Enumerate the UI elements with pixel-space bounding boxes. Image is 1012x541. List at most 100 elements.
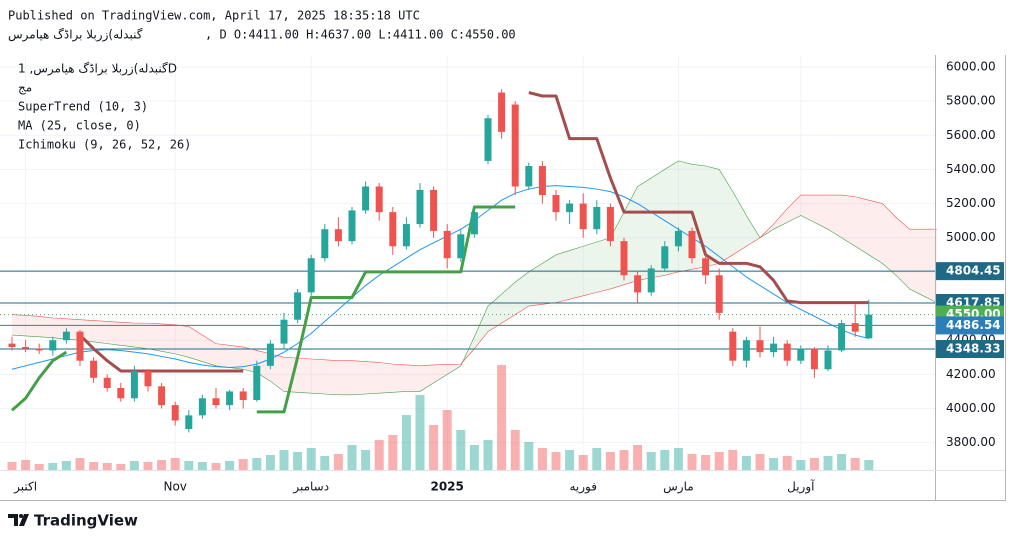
candle-body [702,258,710,276]
candle-body [375,186,383,213]
candle-body [742,340,750,361]
cloud-segment [93,320,108,344]
candle-body [76,331,84,361]
brand-logo: TradingView [8,512,138,530]
cloud-span-a [11,160,937,396]
y-tick-label: 6000.00 [946,59,996,73]
volume-bar [279,450,289,470]
volume-bar [388,435,398,470]
y-tick-label: 5600.00 [946,128,996,142]
cloud-segment [596,237,611,293]
volume-bar [184,461,194,470]
volume-bar [197,462,207,470]
y-tick-label: 3800.00 [946,435,996,449]
candle-body [525,166,533,187]
candle-body [824,350,832,370]
ma-line [11,185,869,370]
volume-bar [646,452,656,470]
price-label: 4804.45 [946,264,1001,278]
cloud-segment [311,358,325,395]
volume-bar [320,456,330,470]
y-tick-label: 5800.00 [946,94,996,108]
chart-border [0,500,1006,501]
cloud-segment [447,364,461,375]
x-tick-label: فوریه [569,480,597,495]
candle-body [661,246,669,269]
volume-bar [293,452,303,470]
candle-body [634,275,642,293]
candle-body [294,292,302,320]
cloud-segment [352,360,366,395]
y-tick-label: 5400.00 [946,162,996,176]
volume-bar [782,456,792,470]
cloud-segment [392,364,407,393]
candle-body [783,343,791,361]
cloud-segment [161,323,176,354]
candle-body [90,360,98,378]
candle-body [729,331,737,361]
cloud-segment [120,322,135,348]
cloud-segment [406,364,420,392]
volume-bar [537,448,547,470]
cloud-segment [923,229,937,303]
candle-body [579,203,587,230]
cloud-segment [569,246,584,300]
volume-bar [551,452,561,470]
cloud-segment [216,343,230,368]
volume-bar [769,458,779,470]
volume-bar [714,452,724,470]
candle-body [198,398,206,416]
x-tick-label: مارس [663,480,694,495]
candle-body [239,391,247,400]
volume-bar [565,450,575,470]
legend-ma: MA (25, close, 0) [18,119,141,133]
candle-body [402,224,410,247]
y-tick-label: 4200.00 [946,367,996,381]
candle-body [865,314,873,339]
cloud-segment [25,315,40,337]
candle-body [484,118,492,161]
cloud-segment [134,323,148,349]
volume-bar [864,460,874,470]
candle-body [103,377,111,389]
price-label: 4486.54 [946,318,1001,332]
volume-bar [333,454,343,470]
candle-body [212,398,220,406]
candle-body [348,210,356,242]
candle-body [797,348,805,361]
cloud-segment [828,195,842,238]
cloud-segment [433,364,448,383]
price-label-bg [936,262,1004,281]
cloud-segment [202,335,216,366]
candle-body [171,405,179,421]
volume-bar [265,455,275,470]
candle-body [226,391,234,406]
candle-body [280,319,288,344]
x-tick-label: آوریل [787,479,815,495]
candle-body [334,229,342,242]
candle-body [457,234,465,259]
volume-bar [170,458,180,470]
volume-bar [619,450,629,470]
candle-body [756,340,764,353]
cloud-segment [868,200,883,264]
volume-bar [809,458,819,470]
volume-bar [673,448,683,470]
cloud-segment [637,177,652,281]
volume-bar [701,455,711,470]
candle-body [185,415,193,430]
candle-body [443,230,451,259]
volume-bar [116,464,126,470]
cloud-segment [882,203,896,276]
cloud-segment [175,324,189,358]
volume-bar [592,448,602,470]
volume-bar [823,456,833,470]
candle-body [511,104,519,187]
candle-body [770,343,778,353]
volume-bar [578,455,588,470]
candle-body [144,370,152,387]
volume-bar [252,458,262,470]
volume-bar [211,463,221,470]
candle-body [606,206,614,242]
cloud-segment [855,196,869,255]
